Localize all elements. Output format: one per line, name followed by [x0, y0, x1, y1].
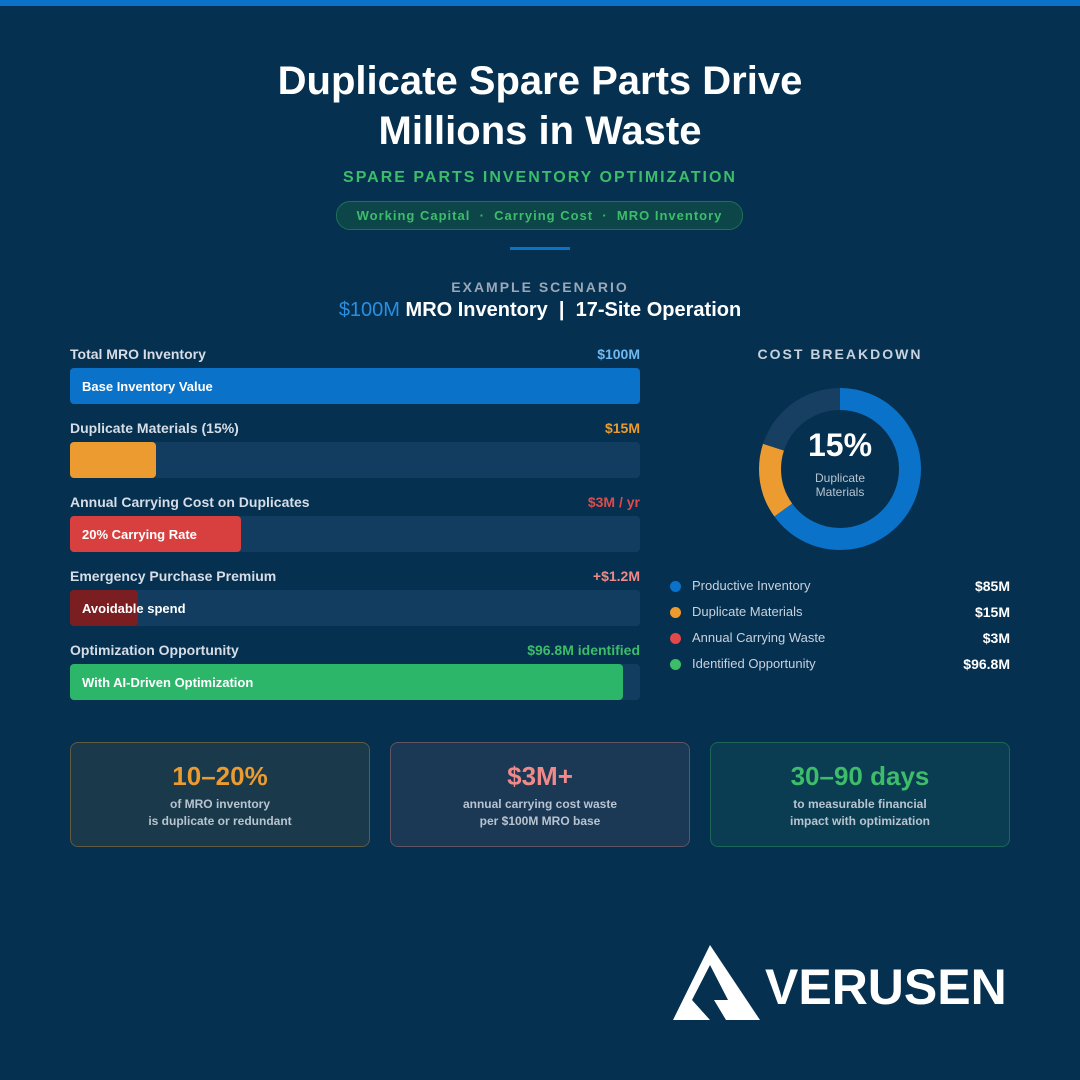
- title-line: Millions in Waste: [378, 109, 702, 153]
- title-line: Duplicate Spare Parts Drive: [277, 59, 803, 103]
- tag: Working Capital: [356, 208, 471, 223]
- bar-track: 20% Carrying Rate: [70, 516, 640, 552]
- bar-value: $100M: [597, 346, 640, 362]
- legend-dot: [670, 607, 681, 618]
- divider: [510, 247, 570, 250]
- donut: 15% Duplicate Materials: [759, 388, 921, 550]
- legend-label: Duplicate Materials: [692, 604, 803, 619]
- scenario-label: EXAMPLE SCENARIO: [451, 279, 629, 295]
- legend-label: Identified Opportunity: [692, 656, 816, 671]
- bar-text: Avoidable spend: [82, 601, 186, 616]
- bar: [70, 516, 241, 552]
- bar-label: Optimization Opportunity: [70, 642, 239, 658]
- donut-center-text: Materials: [816, 485, 865, 499]
- bar-text: Base Inventory Value: [82, 379, 213, 394]
- stat-value: $3M+: [507, 761, 573, 791]
- donut-center-text: Duplicate: [815, 471, 865, 485]
- stat-card: 10–20% of MRO inventory is duplicate or re…: [70, 742, 370, 847]
- stat-text: per $100M MRO base: [479, 814, 601, 828]
- separator: ·: [479, 208, 485, 223]
- logo-mark: [673, 945, 760, 1020]
- legend-value: $85M: [974, 578, 1010, 594]
- donut-segment: [759, 388, 921, 550]
- subtitle: SPARE PARTS INVENTORY OPTIMIZATION: [343, 169, 737, 186]
- logo-text: VERUSEN: [765, 959, 1007, 1015]
- bar-label: Emergency Purchase Premium: [70, 568, 277, 584]
- bar: [70, 590, 139, 626]
- tag: MRO Inventory: [616, 208, 723, 223]
- legend-value: $3M: [982, 630, 1010, 646]
- bar: [70, 442, 156, 478]
- legend-label: Annual Carrying Waste: [692, 630, 826, 645]
- bar-track: [70, 442, 640, 478]
- tag: Carrying Cost: [494, 208, 594, 223]
- stat-card: $3M+ annual carrying cost waste per $100M …: [390, 742, 690, 847]
- tag-pill: Working Capital · Carrying Cost · MRO In…: [336, 201, 743, 230]
- stat-text: to measurable financial: [793, 797, 927, 811]
- scenario-highlight: $100M: [338, 299, 400, 321]
- bar: [70, 368, 640, 404]
- bar-value: $3M / yr: [587, 494, 640, 510]
- legend-dot: [670, 581, 681, 592]
- bar-track: Base Inventory Value: [70, 368, 640, 404]
- legend-value: $96.8M: [963, 656, 1010, 672]
- donut-title: COST BREAKDOWN: [757, 346, 923, 362]
- bar-label: Duplicate Materials (15%): [70, 420, 239, 436]
- bar-value: +$1.2M: [592, 568, 640, 584]
- bar-label: Annual Carrying Cost on Duplicates: [70, 494, 310, 510]
- stat-value: 10–20%: [172, 761, 268, 791]
- stat-card: 30–90 days to measurable financial impact …: [710, 742, 1010, 847]
- stat-text: annual carrying cost waste: [462, 797, 618, 811]
- stat-value: 30–90 days: [790, 761, 930, 791]
- legend-dot: [670, 659, 681, 670]
- stat-text: is duplicate or redundant: [148, 814, 292, 828]
- bar: [70, 664, 623, 700]
- scenario-text: MRO Inventory | 17-Site Operation: [405, 299, 742, 321]
- bar-text: With AI-Driven Optimization: [82, 675, 254, 690]
- stat-text: impact with optimization: [790, 814, 930, 828]
- bar-track: With AI-Driven Optimization: [70, 664, 640, 700]
- top-strip: [0, 0, 1080, 6]
- stat-text: of MRO inventory: [169, 797, 270, 811]
- bar-label: Total MRO Inventory: [70, 346, 206, 362]
- scenario: $100M MRO Inventory | 17-Site Operation: [0, 299, 1080, 322]
- legend-dot: [670, 633, 681, 644]
- bar-text: 20% Carrying Rate: [82, 527, 197, 542]
- title: Duplicate Spare Parts Drive Millions in W…: [0, 56, 1080, 156]
- donut-segment: [759, 388, 921, 550]
- bar-track: Avoidable spend: [70, 590, 640, 626]
- donut-center-value: 15%: [808, 427, 872, 463]
- logo: VERUSEN: [673, 945, 1007, 1020]
- separator: ·: [602, 208, 608, 223]
- bar-value: $15M: [604, 420, 640, 436]
- legend-value: $15M: [974, 604, 1010, 620]
- legend-label: Productive Inventory: [692, 578, 811, 593]
- bar-value: $96.8M identified: [527, 642, 640, 658]
